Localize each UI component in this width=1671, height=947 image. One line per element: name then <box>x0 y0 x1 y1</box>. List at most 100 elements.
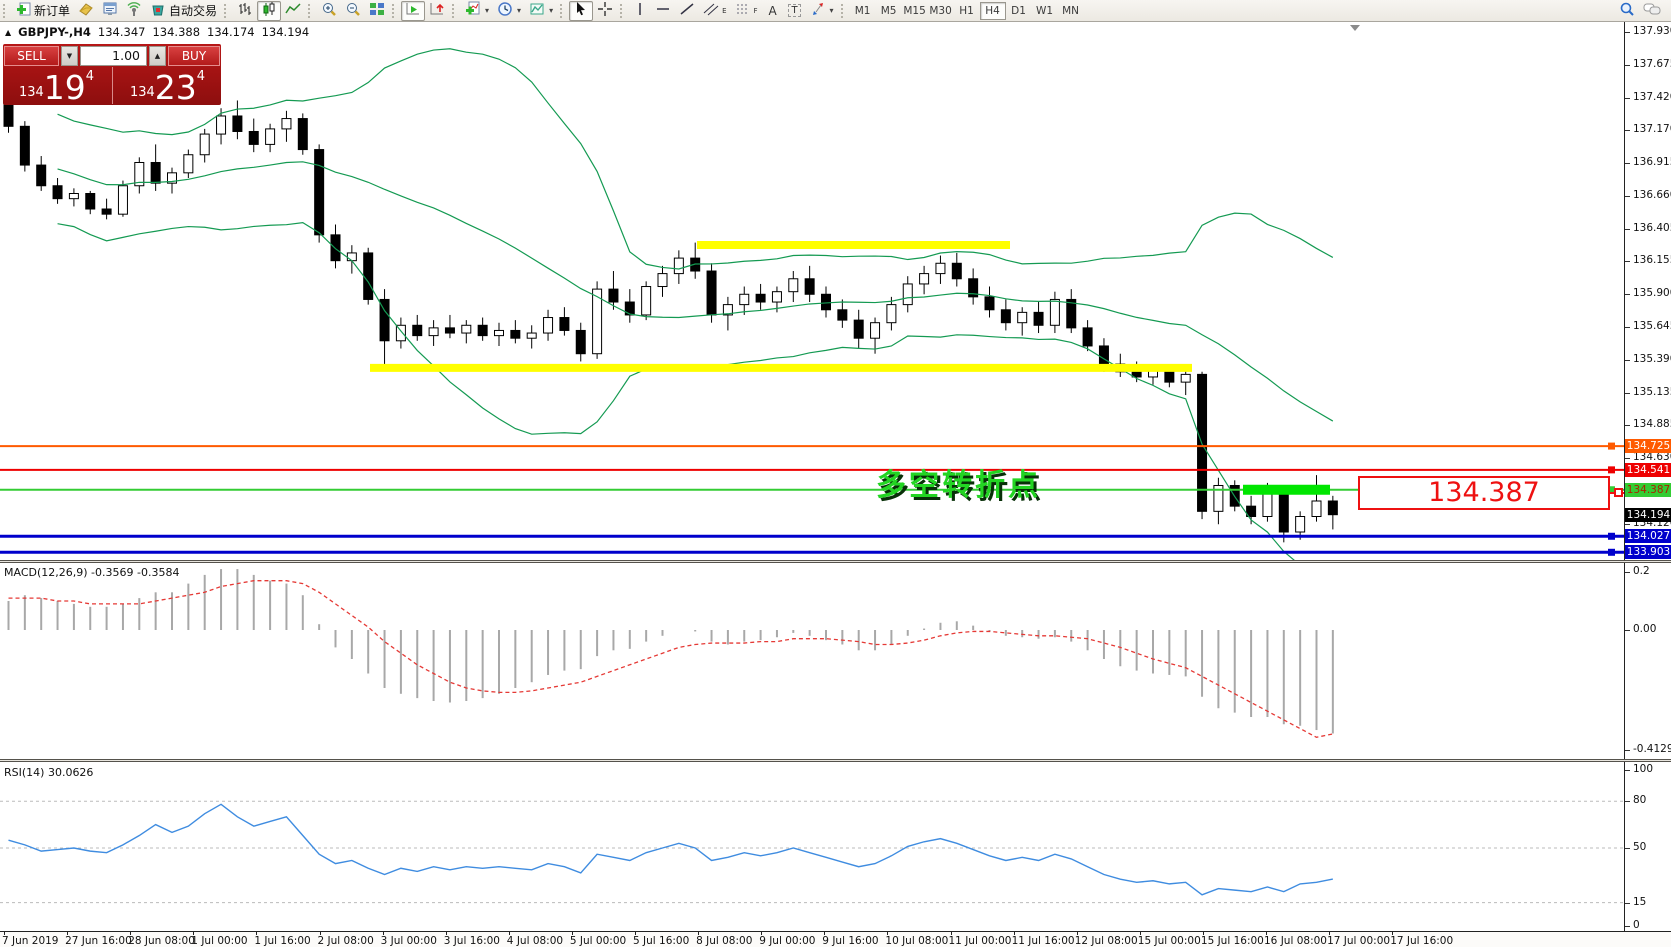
autotrading-button[interactable]: 自动交易 <box>146 1 221 21</box>
time-axis-tick <box>1392 932 1394 935</box>
time-axis-label: 3 Jul 16:00 <box>443 935 500 947</box>
buy-button[interactable]: BUY <box>168 46 220 66</box>
text-label-icon: T <box>788 4 801 17</box>
sell-price[interactable]: 134 19 4 <box>3 68 110 104</box>
auto-scroll-button[interactable] <box>401 0 426 21</box>
templates-button[interactable]: ▾ <box>525 1 557 21</box>
volume-decrease-button[interactable]: ▼ <box>61 46 78 66</box>
sell-button[interactable]: SELL <box>4 46 59 66</box>
bar-chart-button[interactable] <box>233 1 257 21</box>
horizontal-line-button[interactable] <box>651 1 675 21</box>
candlestick-chart-button[interactable] <box>257 0 282 21</box>
cursor-button[interactable] <box>569 0 594 21</box>
chat-button[interactable] <box>1639 1 1665 21</box>
signals-button[interactable] <box>122 1 146 21</box>
text-button[interactable]: A <box>762 1 784 21</box>
price-badge-134.387: 134.387 <box>1625 482 1671 497</box>
price-axis-tick <box>1625 360 1630 362</box>
time-axis-tick <box>445 932 447 935</box>
zoom-out-icon <box>345 1 361 20</box>
price-axis-tick-label: -0.4129 <box>1633 742 1671 755</box>
toolbar-grip[interactable] <box>224 3 229 18</box>
time-axis-label: 8 Jul 08:00 <box>696 935 753 947</box>
periods-button[interactable]: ▾ <box>493 1 525 21</box>
data-window-button[interactable] <box>98 1 122 21</box>
vertical-line-button[interactable] <box>629 1 651 21</box>
market-watch-button[interactable] <box>74 1 98 21</box>
price-axis-tick-label: 136.915 <box>1633 156 1671 169</box>
timeframe-button-h4[interactable]: H4 <box>979 1 1006 20</box>
toolbar-grip[interactable] <box>620 3 625 18</box>
line-chart-button[interactable] <box>281 1 305 21</box>
timeframe-button-h1[interactable]: H1 <box>959 4 974 17</box>
text-tool-icon: A <box>768 3 777 18</box>
time-axis-label: 1 Jul 00:00 <box>191 935 248 947</box>
text-label-button[interactable]: T <box>784 1 806 21</box>
ohlc-open: 134.347 <box>97 25 146 39</box>
data-window-icon <box>102 1 118 20</box>
symbol-expander-icon[interactable]: ▲ <box>5 27 12 37</box>
toolbar-grip[interactable] <box>560 3 565 18</box>
indicators-button[interactable]: ▾ <box>461 1 493 21</box>
panel-divider <box>112 67 113 104</box>
fibonacci-icon <box>735 1 751 20</box>
search-button[interactable] <box>1615 1 1639 21</box>
time-axis-tick <box>1266 932 1267 935</box>
price-axis-tick <box>1625 902 1630 904</box>
timeframe-buttons: M1 M5 M15 M30 H1 H4 D1 W1 MN <box>850 1 1084 20</box>
price-axis-tick <box>1625 64 1630 66</box>
new-order-button[interactable]: 新订单 <box>12 1 74 21</box>
timeframe-button-m1[interactable]: M1 <box>854 4 871 17</box>
price-axis-tick-label: 134.630 <box>1633 451 1671 464</box>
rsi-pane[interactable] <box>0 763 1624 929</box>
time-axis[interactable]: 7 Jun 2019 27 Jun 16:00 28 Jun 08:00 1 Jul … <box>0 931 1671 947</box>
volume-input[interactable]: 1.00 <box>80 46 147 66</box>
trendline-button[interactable] <box>675 1 699 21</box>
price-axis-tick <box>1625 749 1630 751</box>
toolbar-grip[interactable] <box>392 3 397 18</box>
chart-canvas[interactable] <box>0 22 1624 561</box>
macd-pane[interactable] <box>0 564 1624 760</box>
price-callout-box: 134.387 <box>1358 476 1610 510</box>
timeframe-button-d1[interactable]: D1 <box>1011 4 1026 17</box>
toolbar-grip[interactable] <box>308 3 313 18</box>
chart-shift-marker-icon[interactable] <box>1350 25 1360 31</box>
price-axis-tick <box>1625 32 1630 33</box>
toolbar-grip[interactable] <box>3 3 8 18</box>
time-axis-tick <box>635 932 636 935</box>
fibonacci-button[interactable]: F <box>731 1 762 21</box>
price-axis-tick-label: 0 <box>1633 919 1640 931</box>
price-axis-tick <box>1625 130 1630 132</box>
buy-price[interactable]: 134 23 4 <box>114 68 221 104</box>
tile-windows-button[interactable] <box>365 1 389 21</box>
new-order-icon <box>16 2 31 20</box>
zoom-out-button[interactable] <box>341 1 365 21</box>
toolbar-grip[interactable] <box>452 3 457 18</box>
timeframe-button-w1[interactable]: W1 <box>1036 4 1054 17</box>
arrows-button[interactable]: ▾ <box>806 1 838 21</box>
zoom-in-button[interactable] <box>317 1 341 21</box>
time-axis-tick <box>698 932 700 935</box>
crosshair-icon <box>597 1 613 20</box>
price-axis-tick <box>1625 524 1630 526</box>
volume-increase-button[interactable]: ▲ <box>149 46 166 66</box>
price-axis[interactable]: 137.930 137.675 137.420 137.170 136.915 136.6… <box>1624 22 1671 931</box>
callout-connector-handle <box>1614 488 1623 497</box>
line-chart-icon <box>285 1 301 20</box>
price-axis-tick-label: 137.675 <box>1633 57 1671 70</box>
price-axis-tick <box>1625 801 1630 803</box>
tile-windows-icon <box>369 1 385 20</box>
toolbar-grip[interactable] <box>840 3 846 18</box>
time-axis-label: 5 Jul 16:00 <box>633 935 690 947</box>
timeframe-button-m5[interactable]: M5 <box>880 4 897 17</box>
crosshair-button[interactable] <box>593 1 617 21</box>
timeframe-button-m30[interactable]: M30 <box>929 4 952 17</box>
timeframe-button-m15[interactable]: M15 <box>903 4 926 17</box>
chart-shift-button[interactable] <box>425 1 449 21</box>
pane-divider[interactable] <box>0 560 1671 563</box>
channel-button[interactable]: E <box>699 1 730 21</box>
auto-scroll-icon <box>405 1 421 20</box>
pane-divider[interactable] <box>0 759 1671 762</box>
price-axis-tick <box>1625 425 1630 427</box>
timeframe-button-mn[interactable]: MN <box>1062 4 1080 17</box>
